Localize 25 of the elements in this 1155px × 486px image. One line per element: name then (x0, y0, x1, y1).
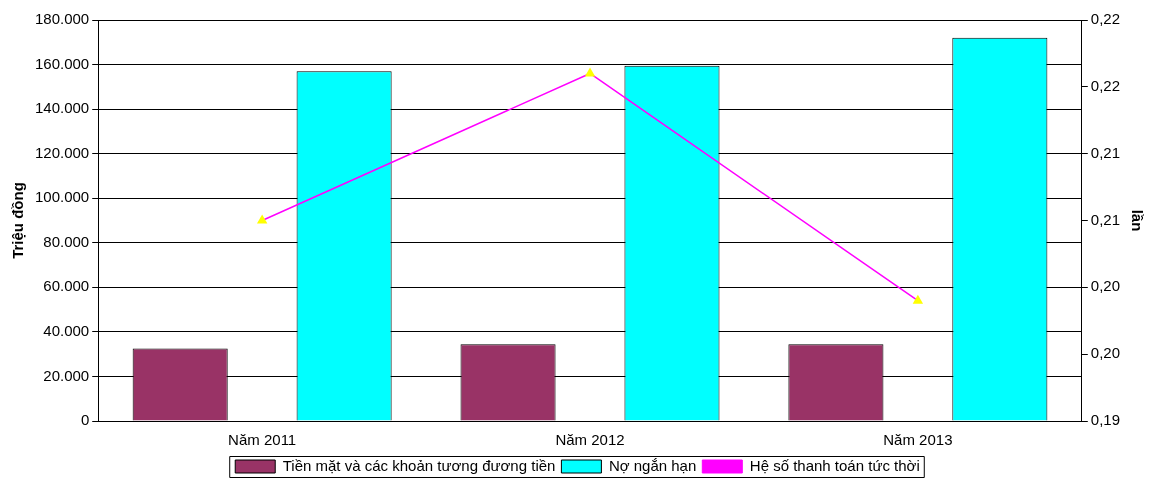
y-axis-title: Triệu đồng (9, 182, 27, 259)
y-tick-label: 60.000 (43, 277, 90, 295)
y-tick-label: 160.000 (34, 54, 90, 72)
y2-tick-label: 0,20 (1090, 277, 1121, 295)
legend-label: Nợ ngắn hạn (608, 456, 697, 474)
y2-axis-title: lần (1128, 209, 1146, 232)
y-tick-label: 80.000 (43, 232, 90, 250)
y2-tick-label: 0,22 (1090, 76, 1121, 94)
x-tick-label: Năm 2013 (883, 431, 953, 449)
legend-label: Hệ số thanh toán tức thời (749, 456, 920, 474)
y2-tick-label: 0,21 (1090, 143, 1121, 161)
y2-tick-label: 0,20 (1090, 344, 1121, 362)
y-tick-label: 120.000 (34, 143, 90, 161)
y2-tick-label: 0,19 (1090, 411, 1121, 429)
y-tick-label: 140.000 (34, 99, 90, 117)
legend-label: Tiền mặt và các khoản tương đương tiền (282, 456, 556, 474)
y-tick-label: 100.000 (34, 188, 90, 206)
y-tick-label: 20.000 (43, 366, 90, 384)
x-tick-label: Năm 2012 (555, 431, 625, 449)
y2-tick-label: 0,22 (1090, 10, 1121, 28)
y-tick-label: 40.000 (43, 322, 90, 340)
x-tick-label: Năm 2011 (228, 431, 297, 449)
y-tick-label: 180.000 (34, 10, 90, 28)
y2-tick-label: 0,21 (1090, 210, 1121, 228)
y-tick-label: 0 (80, 411, 90, 429)
